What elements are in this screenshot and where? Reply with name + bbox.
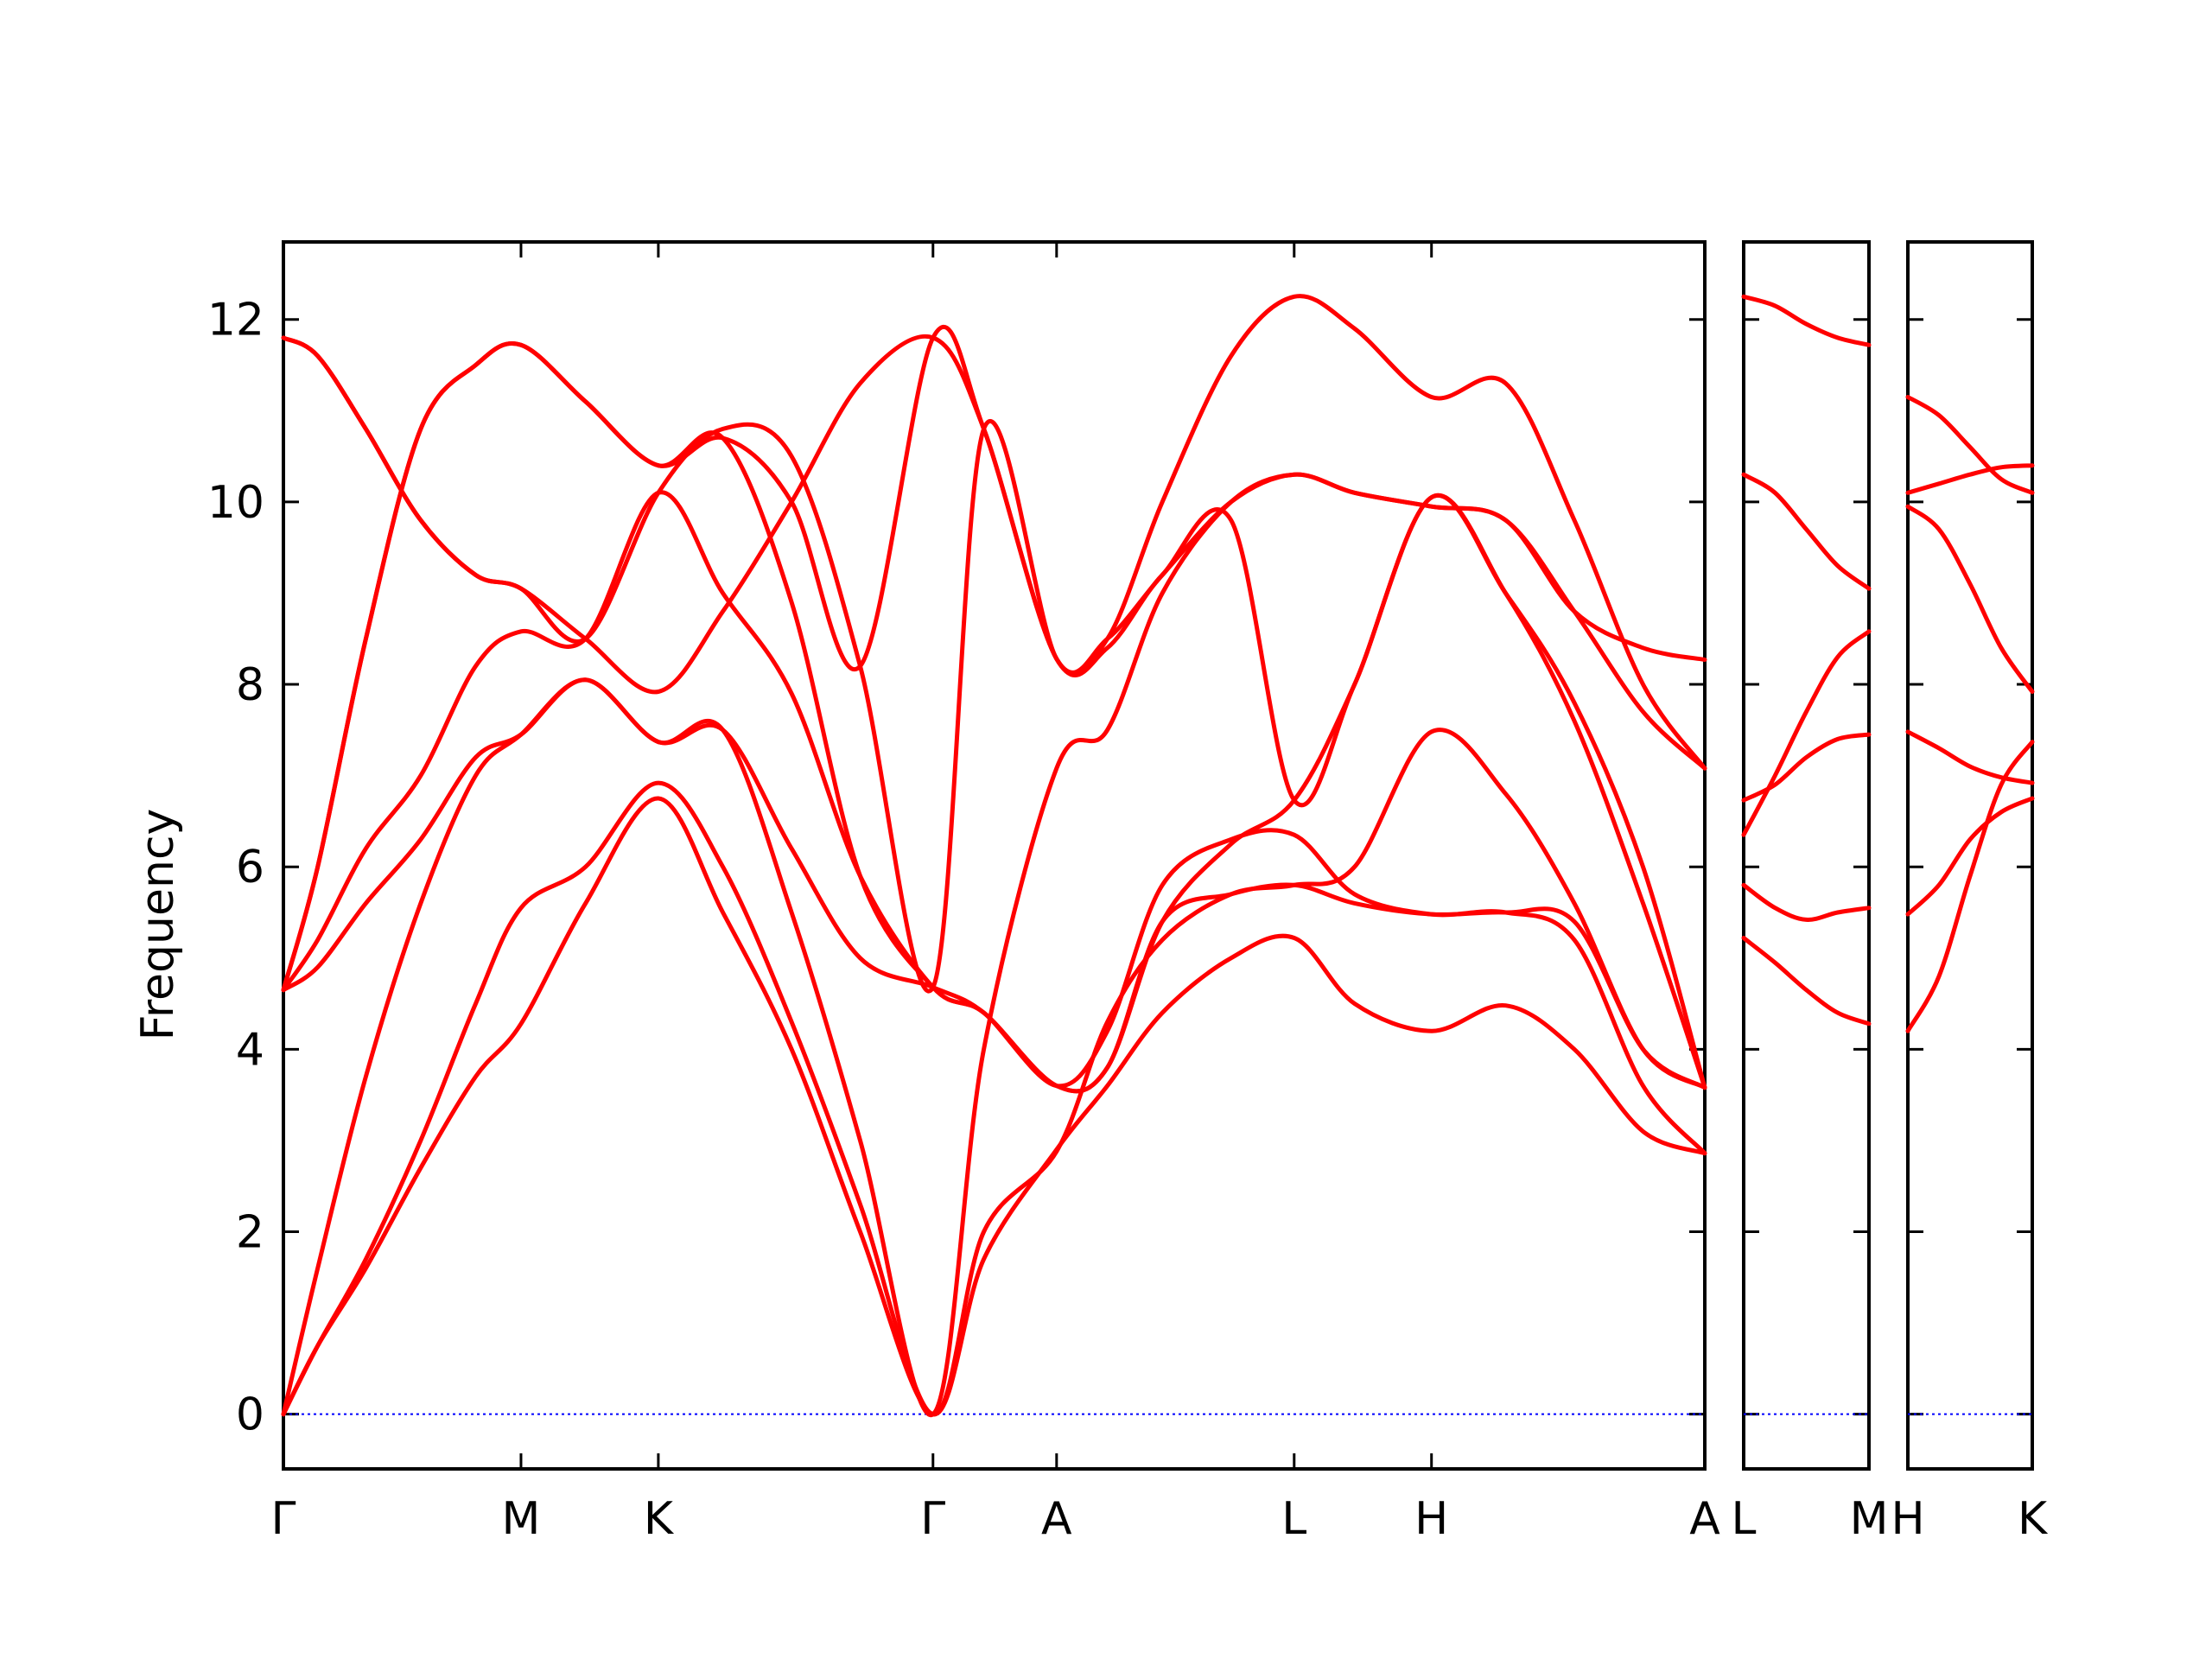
band-line: [1741, 732, 1872, 803]
band-line: [281, 472, 1707, 1417]
band-line: [1905, 504, 2035, 694]
band-line: [1741, 936, 1872, 1027]
band-line: [1741, 294, 1872, 347]
x-tick-label: K: [644, 1493, 675, 1545]
x-tick-label: M: [502, 1493, 541, 1545]
band-line: [281, 334, 1707, 1090]
band-line: [281, 728, 1707, 1417]
band-line: [1905, 796, 2035, 917]
x-tick-label: A: [1041, 1493, 1072, 1545]
y-axis-label: Frequency: [132, 809, 184, 1041]
y-tick-label: 8: [236, 659, 264, 711]
y-tick-label: 0: [236, 1389, 264, 1441]
panel-frame: [282, 240, 1707, 1471]
y-tick-label: 2: [236, 1207, 264, 1259]
y-tick-labels: 0 2 4 6 8 10 12: [207, 295, 264, 1441]
axes-layer: [282, 240, 2034, 1471]
band-line: [1905, 395, 2035, 495]
band-line: [1741, 882, 1872, 922]
x-tick-label: H: [1891, 1493, 1924, 1545]
band-line: [1905, 729, 2035, 785]
x-tick-label: L: [1732, 1493, 1757, 1545]
x-tick-label: A: [1689, 1493, 1720, 1545]
y-tick-label: 12: [207, 295, 264, 346]
x-tick-label: Γ: [271, 1493, 296, 1545]
phonon-bands: [281, 294, 2035, 1417]
panel-frame: [1906, 240, 2034, 1471]
y-tick-label: 10: [207, 477, 264, 529]
band-line: [281, 324, 1707, 993]
y-tick-label: 4: [236, 1024, 264, 1076]
y-tick-label: 6: [236, 842, 264, 893]
x-tick-label: L: [1281, 1493, 1306, 1545]
panel-frame: [1742, 240, 1871, 1471]
band-line: [1741, 629, 1872, 837]
band-line: [1905, 463, 2035, 495]
band-line: [281, 677, 1707, 1094]
band-line: [1741, 472, 1872, 591]
band-line: [281, 294, 1707, 994]
x-tick-label: K: [2018, 1493, 2049, 1545]
band-line: [1905, 740, 2035, 1033]
x-tick-label: M: [1850, 1493, 1889, 1545]
band-line: [281, 796, 1707, 1417]
x-tick-label: H: [1414, 1493, 1448, 1545]
x-tick-label: Γ: [920, 1493, 945, 1545]
